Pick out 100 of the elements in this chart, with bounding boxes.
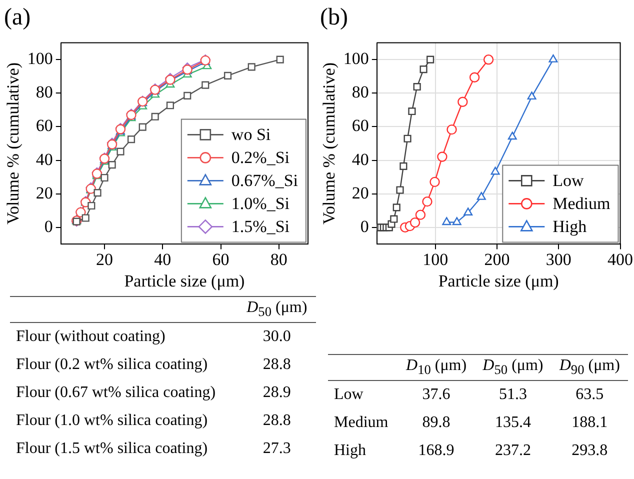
x-tick-label: 400 [608,250,633,269]
point [94,189,102,197]
category-label: Flour (0.2 wt% silica coating) [15,355,209,376]
point [166,102,174,110]
text: D$_{90}$ (μm) [551,354,628,381]
point [400,162,408,170]
point [464,208,473,216]
point [408,107,416,116]
point [483,54,494,65]
data-label: 28.8 [262,355,292,376]
y-tick-label: 60 [36,116,53,136]
category-label: Flour (1.0 wt% silica coating) [15,411,209,432]
point [422,196,432,207]
legend-label: 0.2%_Si [231,148,290,168]
x-tick-label: 60 [212,250,230,269]
data-label: 30.0 [262,327,292,348]
y-tick-label: 40 [36,150,53,169]
point [527,92,536,100]
y-tick-label: 80 [36,82,53,102]
chart-title: (a) [4,4,31,31]
point [108,161,116,169]
category-label: High [333,441,367,462]
point [413,82,421,91]
y-axis-title: Volume % (cumulative) [4,62,23,225]
data-label: 28.8 [262,411,292,432]
point [508,132,517,140]
x-tick-label: 300 [546,250,572,269]
text: D$_{10}$ (μm) [398,354,475,381]
point [82,214,90,222]
x-tick-label: 20 [96,250,114,269]
y-tick-label: 0 [44,216,53,236]
data-label: 168.9 [417,441,456,462]
point [151,112,159,120]
point [127,136,136,144]
legend-label: High [552,217,588,236]
point [100,174,108,182]
legend-label: 1.0%_Si [231,194,290,214]
data-label: 188.1 [570,413,609,434]
category-label: Flour (0.67 wt% silica coating) [15,383,217,404]
x-tick-label: 40 [154,250,172,269]
legend-label: 0.67%_Si [231,171,298,190]
point [404,134,412,142]
category-label: Medium [333,413,390,434]
point [184,92,192,100]
point [476,192,486,200]
point [446,124,457,135]
text: D$_{50}$ (μm) [238,296,316,323]
point [430,176,440,188]
chart-title: (b) [320,4,348,31]
point [490,166,500,175]
x-tick-label: 200 [484,250,510,269]
legend-label: 1.5%_Si [231,217,290,236]
point [248,63,256,71]
point [458,96,468,107]
y-tick-label: 40 [352,150,369,169]
category-label: Low [333,385,364,406]
category-label: Flour (without coating) [15,327,166,348]
point [396,186,404,194]
point [392,204,400,212]
legend-label: Medium [552,194,610,214]
point [276,56,284,64]
x-axis-title: Particle size (μm) [124,271,245,290]
point [138,123,146,131]
y-tick-label: 100 [27,49,53,68]
point [88,202,96,210]
data-label: 237.2 [494,441,532,462]
data-label: 63.5 [574,385,605,406]
text: D$_{50}$ (μm) [474,354,552,381]
legend-label: wo Si [231,125,271,144]
data-label: 293.8 [570,441,609,462]
point [415,210,426,220]
data-label: 37.6 [421,385,452,406]
point [548,54,558,62]
point [442,217,452,226]
y-tick-label: 20 [352,183,369,202]
data-label: 89.8 [421,413,452,434]
point [420,66,428,74]
y-tick-label: 0 [360,216,369,236]
y-tick-label: 20 [36,183,53,202]
point [437,152,448,162]
y-axis-title: Volume % (cumulative) [320,62,339,225]
point [116,148,124,156]
y-tick-label: 100 [343,49,369,68]
point [426,56,434,64]
x-axis-title: Particle size (μm) [438,271,559,290]
point [202,81,210,89]
y-tick-label: 60 [352,116,369,136]
point [410,217,420,228]
point [452,217,462,226]
point [224,72,232,80]
x-tick-label: 80 [270,250,288,269]
data-label: 28.9 [262,383,292,404]
x-tick-label: 100 [422,250,448,269]
y-tick-label: 80 [352,82,369,102]
data-label: 135.4 [494,413,532,434]
point [390,215,398,223]
category-label: Flour (1.5 wt% silica coating) [15,439,209,460]
legend-label: Low [552,171,585,190]
data-label: 51.3 [498,385,528,406]
data-label: 27.3 [262,439,292,460]
